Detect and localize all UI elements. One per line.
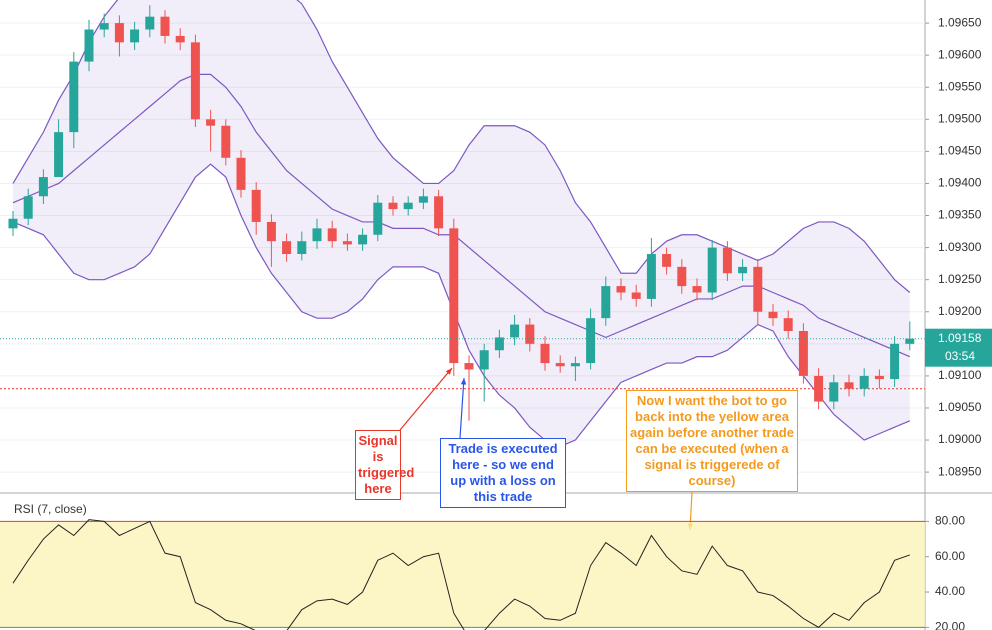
candle-body: [783, 318, 793, 331]
candle-body: [358, 234, 368, 245]
candle-body: [662, 254, 672, 267]
arrow-head: [445, 368, 452, 375]
candle-body: [692, 286, 702, 293]
y-tick-label: 80.00: [935, 514, 965, 528]
arrow: [459, 377, 465, 439]
candle-body: [38, 177, 48, 197]
candle-body: [540, 343, 550, 364]
y-tick-label: 1.09400: [938, 176, 982, 190]
arrow-head: [460, 378, 467, 385]
candle-body: [206, 119, 216, 126]
band-line: [12, 0, 911, 293]
candle-body: [251, 189, 261, 222]
band-fill: [13, 0, 910, 447]
candle-body: [54, 132, 64, 178]
y-tick-label: 1.08950: [938, 464, 982, 478]
candle-body: [798, 330, 808, 376]
candle-body: [434, 196, 444, 229]
annotation: Trade is executed here - so we end up wi…: [440, 438, 566, 508]
candle-body: [753, 266, 763, 312]
candle-body: [84, 29, 94, 62]
candle-body: [874, 375, 884, 380]
candle-body: [160, 16, 170, 36]
pane-title: RSI (7, close): [14, 502, 87, 516]
candle-body: [601, 286, 611, 319]
y-tick-label: 40.00: [935, 584, 965, 598]
annotation: Signal is triggered here: [355, 430, 414, 500]
candle-body: [99, 23, 109, 30]
candle-body: [130, 29, 140, 43]
arrow: [399, 367, 453, 431]
candle-body: [221, 125, 231, 158]
candle-body: [373, 202, 383, 235]
candle-body: [282, 241, 292, 255]
candle-body: [8, 218, 18, 229]
rsi-line: [12, 519, 910, 630]
candle-body: [266, 221, 276, 242]
y-tick-label: 1.09300: [938, 240, 982, 254]
candle-body: [829, 382, 839, 402]
annotation: Now I want the bot to go back into the y…: [626, 390, 798, 492]
candle-body: [190, 42, 200, 120]
candle-body: [312, 228, 322, 242]
candle-body: [631, 292, 641, 299]
y-tick-label: 1.09100: [938, 368, 982, 382]
candle-body: [23, 196, 33, 219]
y-tick-label: 1.09500: [938, 111, 982, 125]
y-tick-label: 1.09000: [938, 432, 982, 446]
countdown-label: 03:54: [945, 349, 975, 363]
y-tick-label: 1.09550: [938, 79, 982, 93]
candle-body: [403, 202, 413, 210]
y-tick-label: 1.09350: [938, 208, 982, 222]
candle-body: [327, 228, 337, 242]
candle-body: [175, 35, 185, 43]
candle-body: [646, 254, 656, 299]
candle-body: [464, 363, 474, 370]
level-band: [0, 521, 925, 628]
candle-body: [449, 228, 459, 364]
candle-body: [555, 363, 565, 367]
candle-body: [586, 318, 596, 364]
y-tick-label: 1.09600: [938, 47, 982, 61]
candle-body: [570, 363, 580, 367]
y-tick-label: 60.00: [935, 549, 965, 563]
candle-body: [616, 286, 626, 293]
candle-body: [479, 350, 489, 370]
candle-body: [418, 196, 428, 203]
y-tick-label: 20.00: [935, 620, 965, 630]
candle-body: [236, 157, 246, 190]
y-tick-label: 1.09250: [938, 272, 982, 286]
pane: [0, 0, 925, 473]
pane: [0, 519, 925, 630]
last-price-label: 1.09158: [938, 331, 982, 345]
band-line: [12, 163, 911, 448]
candle-body: [510, 324, 520, 338]
candle-body: [707, 247, 717, 293]
candle-body: [814, 375, 824, 402]
y-tick-label: 1.09450: [938, 144, 982, 158]
candle-body: [905, 338, 915, 344]
candle-body: [722, 247, 732, 274]
candle-body: [859, 375, 869, 389]
candle-body: [69, 61, 79, 133]
candle-body: [297, 241, 307, 255]
candle-body: [525, 324, 535, 344]
y-tick-label: 1.09650: [938, 15, 982, 29]
candle-body: [844, 382, 854, 389]
y-tick-label: 1.09200: [938, 304, 982, 318]
candle-body: [677, 266, 687, 287]
candle-body: [342, 241, 352, 245]
y-tick-label: 1.09050: [938, 400, 982, 414]
candle-body: [768, 311, 778, 319]
candle-body: [494, 337, 504, 351]
candle-body: [145, 16, 155, 30]
candle-body: [738, 266, 748, 274]
price-tag: [925, 328, 992, 367]
candle-body: [388, 202, 398, 210]
candle-body: [890, 343, 900, 380]
candle-body: [114, 23, 124, 43]
